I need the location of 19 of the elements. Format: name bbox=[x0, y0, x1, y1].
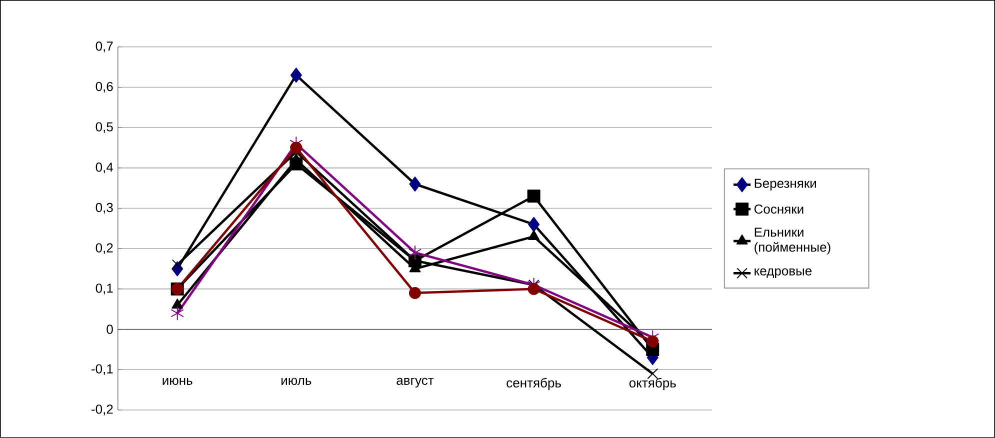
y-tick-label: -0,2 bbox=[92, 404, 113, 416]
y-tick-label: 0 bbox=[106, 324, 113, 334]
x-tick-label: август bbox=[396, 378, 434, 388]
legend-label: Сосняки bbox=[754, 204, 804, 214]
y-tick-label: 0,4 bbox=[96, 162, 114, 174]
x-tick-label: октябрь bbox=[629, 378, 676, 390]
legend-label: Ельники (пойменные) bbox=[754, 228, 830, 254]
y-tick-label: 0,5 bbox=[96, 122, 113, 134]
y-tick-label: 0,7 bbox=[96, 42, 113, 52]
y-tick-label: 0,3 bbox=[96, 202, 113, 214]
y-tick-label: 0,6 bbox=[96, 82, 113, 93]
x-tick-label: июль bbox=[282, 378, 312, 386]
x-tick-label: июнь bbox=[162, 378, 192, 386]
y-tick-label: 0,1 bbox=[96, 284, 113, 294]
legend-label: кедровые bbox=[754, 268, 812, 278]
y-tick-label: -0,1 bbox=[92, 364, 113, 376]
y-tick-label: 0,2 bbox=[96, 243, 113, 254]
x-tick-label: сентябрь bbox=[506, 378, 561, 390]
legend-label: Березняки bbox=[754, 178, 816, 191]
